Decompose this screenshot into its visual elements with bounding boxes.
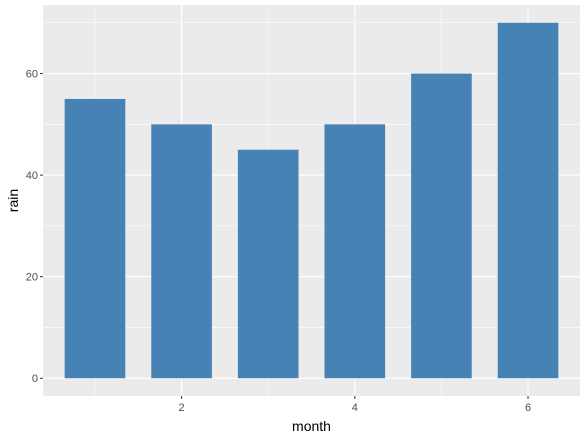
x-tick-label: 6 — [525, 402, 531, 414]
bar-month-6 — [497, 22, 559, 379]
x-axis-title: month — [292, 418, 331, 434]
plot-panel — [43, 5, 580, 396]
bar-month-4 — [324, 124, 386, 379]
bars — [64, 22, 559, 379]
y-tick-label: 40 — [26, 170, 38, 182]
y-tick-label: 60 — [26, 69, 38, 81]
x-tick-label: 4 — [352, 402, 358, 414]
y-axis-title: rain — [5, 189, 21, 212]
y-axis: 0 20 40 60 — [26, 69, 43, 385]
y-tick-label: 20 — [26, 272, 38, 284]
bar-month-5 — [411, 73, 472, 379]
bar-month-2 — [151, 124, 212, 379]
y-tick-label: 0 — [32, 373, 38, 385]
x-tick-label: 2 — [179, 402, 185, 414]
bar-month-3 — [237, 149, 299, 379]
x-axis: 2 4 6 — [179, 396, 531, 414]
bar-month-1 — [64, 98, 126, 379]
